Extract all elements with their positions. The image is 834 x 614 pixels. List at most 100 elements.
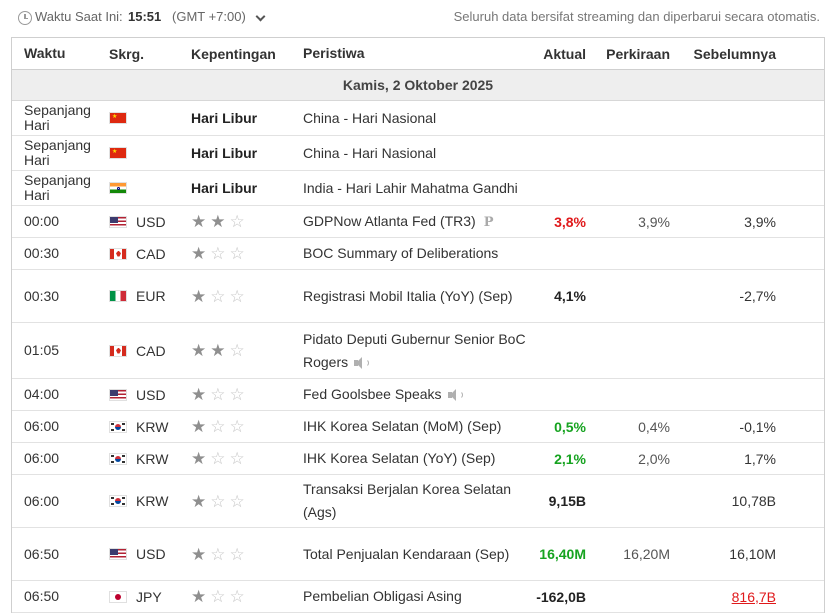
event-importance: ★ ★ ☆ (191, 323, 303, 378)
holiday-label: Hari Libur (191, 145, 258, 161)
event-time: 06:50 (24, 545, 60, 562)
table-header: Waktu Skrg. Kepentingan Peristiwa Aktual… (12, 38, 824, 70)
event-importance: ★ ☆ ☆ (191, 270, 303, 322)
event-actual: -162,0B (536, 588, 586, 605)
event-name[interactable]: Registrasi Mobil Italia (YoY) (Sep) (303, 287, 513, 304)
table-row[interactable]: Sepanjang Hari ★ Hari Libur China - Hari… (12, 101, 824, 136)
star-empty-icon: ☆ (229, 286, 245, 306)
star-empty-icon: ☆ (210, 385, 226, 404)
current-time-label: Waktu Saat Ini: (35, 9, 123, 24)
current-time: 15:51 (128, 9, 162, 24)
event-actual: 4,1% (554, 288, 586, 304)
event-actual (522, 171, 586, 205)
event-forecast (590, 475, 670, 527)
event-actual: 2,1% (554, 450, 586, 467)
star-empty-icon: ☆ (210, 491, 226, 511)
header-actual: Aktual (543, 45, 586, 62)
preliminary-icon: P (483, 214, 494, 230)
event-previous: 1,7% (744, 450, 776, 467)
star-empty-icon: ☆ (229, 449, 245, 468)
economic-calendar-table: Waktu Skrg. Kepentingan Peristiwa Aktual… (11, 37, 825, 613)
event-name[interactable]: IHK Korea Selatan (MoM) (Sep) (303, 418, 502, 434)
star-empty-icon: ☆ (210, 587, 226, 606)
flag-south-korea-icon (109, 495, 127, 507)
star-empty-icon: ☆ (229, 491, 245, 511)
event-previous (674, 323, 776, 378)
table-row[interactable]: 06:50 USD ★ ☆ ☆ Total Penjualan Kendaraan … (12, 528, 824, 581)
table-row[interactable]: 06:50 JPY ★ ☆ ☆ Pembelian Obligasi Asing -… (12, 581, 824, 613)
star-empty-icon: ☆ (210, 286, 226, 306)
chevron-down-icon[interactable] (255, 11, 266, 22)
speaker-icon[interactable] (354, 356, 370, 369)
event-name-cell[interactable]: Total Penjualan Kendaraan (Sep) (303, 528, 539, 580)
event-currency: KRW (109, 475, 191, 527)
event-forecast (590, 379, 670, 410)
star-filled-icon: ★ (191, 286, 207, 306)
currency-code: EUR (136, 288, 166, 304)
event-name-cell[interactable]: Fed Goolsbee Speaks (303, 379, 539, 410)
table-row[interactable]: 04:00 USD ★ ☆ ☆ Fed Goolsbee Speaks (12, 379, 824, 411)
currency-code: KRW (136, 493, 169, 509)
currency-code: KRW (136, 418, 169, 435)
table-row[interactable]: 00:30 CAD ★ ☆ ☆ BOC Summary of Deliberatio… (12, 238, 824, 270)
table-row[interactable]: Sepanjang Hari Hari Libur India - Hari L… (12, 171, 824, 206)
event-name-cell[interactable]: Pembelian Obligasi Asing (303, 581, 539, 612)
event-importance: ★ ★ ☆ (191, 206, 303, 237)
event-name-cell[interactable]: China - Hari Nasional (303, 136, 539, 170)
event-time: 00:30 (24, 287, 60, 304)
event-name[interactable]: China - Hari Nasional (303, 144, 437, 161)
event-name-cell[interactable]: Pidato Deputi Gubernur Senior BoC Rogers (303, 323, 539, 378)
currency-code: JPY (136, 588, 162, 605)
event-name[interactable]: Pembelian Obligasi Asing (303, 588, 462, 604)
star-empty-icon: ☆ (210, 244, 226, 263)
event-actual (522, 101, 586, 135)
flag-japan-icon (109, 590, 127, 603)
event-name[interactable]: BOC Summary of Deliberations (303, 245, 499, 261)
flag-usa-icon (109, 388, 127, 401)
date-separator: Kamis, 2 Oktober 2025 (12, 70, 824, 101)
event-name-cell[interactable]: GDPNow Atlanta Fed (TR3) P (303, 206, 539, 237)
event-name-cell[interactable]: IHK Korea Selatan (YoY) (Sep) (303, 443, 539, 474)
event-name-cell[interactable]: India - Hari Lahir Mahatma Gandhi (303, 171, 539, 205)
event-name-cell[interactable]: IHK Korea Selatan (MoM) (Sep) (303, 411, 539, 442)
event-currency (109, 171, 191, 205)
event-forecast (590, 270, 670, 322)
event-importance: ★ ☆ ☆ (191, 238, 303, 269)
event-importance: Hari Libur (191, 101, 303, 135)
event-name[interactable]: Transaksi Berjalan Korea Selatan (Ags) (303, 481, 512, 520)
table-row[interactable]: 00:00 USD ★ ★ ☆ GDPNow Atlanta Fed (TR3) P … (12, 206, 824, 238)
table-row[interactable]: 06:00 KRW ★ ☆ ☆ IHK Korea Selatan (MoM) (S… (12, 411, 824, 443)
event-time: 00:00 (24, 213, 60, 229)
event-name-cell[interactable]: Registrasi Mobil Italia (YoY) (Sep) (303, 270, 539, 322)
event-forecast (590, 581, 670, 612)
event-currency: USD (109, 206, 191, 237)
star-filled-icon: ★ (210, 341, 226, 360)
timezone-selector[interactable]: (GMT +7:00) (172, 9, 246, 24)
table-row[interactable]: 06:00 KRW ★ ☆ ☆ Transaksi Berjalan Korea S… (12, 475, 824, 528)
event-name[interactable]: IHK Korea Selatan (YoY) (Sep) (303, 450, 496, 466)
event-name[interactable]: Pidato Deputi Gubernur Senior BoC Rogers (303, 330, 526, 370)
flag-italy-icon (109, 290, 127, 302)
event-name-cell[interactable]: China - Hari Nasional (303, 101, 539, 135)
event-importance: ★ ☆ ☆ (191, 528, 303, 580)
event-name[interactable]: China - Hari Nasional (303, 109, 437, 126)
event-name[interactable]: Fed Goolsbee Speaks (303, 386, 442, 402)
header-importance: Kepentingan (191, 45, 276, 62)
header-previous: Sebelumnya (693, 45, 776, 62)
event-name[interactable]: GDPNow Atlanta Fed (TR3) (303, 212, 476, 229)
event-name-cell[interactable]: BOC Summary of Deliberations (303, 238, 539, 269)
table-row[interactable]: 01:05 CAD ★ ★ ☆ Pidato Deputi Gubernur Sen… (12, 323, 824, 379)
event-currency: ★ (109, 101, 191, 135)
event-name[interactable]: India - Hari Lahir Mahatma Gandhi (303, 179, 518, 196)
event-name[interactable]: Total Penjualan Kendaraan (Sep) (303, 545, 510, 562)
table-row[interactable]: 00:30 EUR ★ ☆ ☆ Registrasi Mobil Italia (Y… (12, 270, 824, 323)
table-row[interactable]: Sepanjang Hari ★ Hari Libur China - Hari… (12, 136, 824, 171)
speaker-icon[interactable] (447, 389, 464, 402)
event-previous: -0,1% (739, 418, 776, 435)
event-currency: EUR (109, 270, 191, 322)
event-name-cell[interactable]: Transaksi Berjalan Korea Selatan (Ags) (303, 475, 539, 527)
event-forecast (590, 171, 670, 205)
star-filled-icon: ★ (191, 417, 207, 436)
header-currency: Skrg. (109, 45, 145, 62)
table-row[interactable]: 06:00 KRW ★ ☆ ☆ IHK Korea Selatan (YoY) (S… (12, 443, 824, 475)
